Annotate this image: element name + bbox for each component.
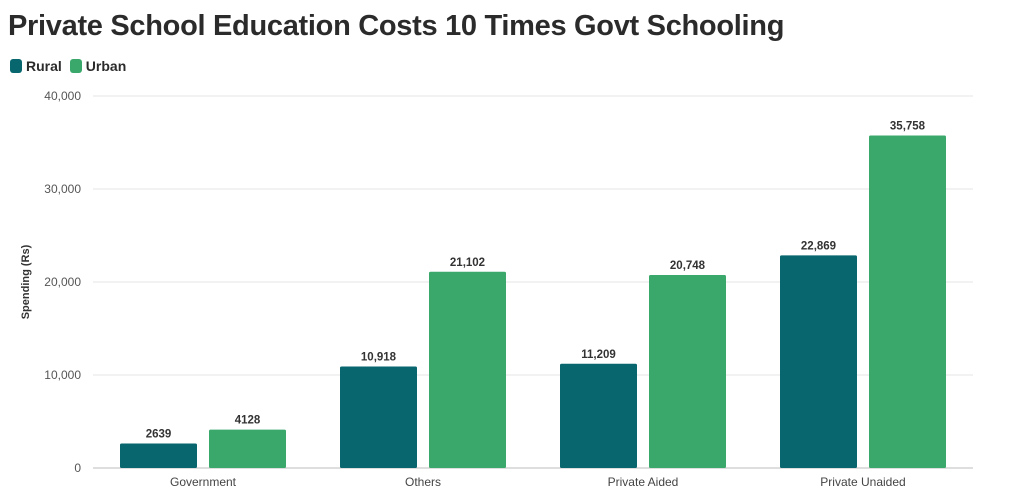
y-tick-label: 0 xyxy=(74,461,81,475)
x-axis-categories: Government Others Private Aided Private Una… xyxy=(170,475,906,489)
bar-urban xyxy=(429,271,506,468)
y-tick-label: 20,000 xyxy=(44,275,81,289)
bar-rural xyxy=(340,366,417,468)
legend-item-rural: Rural xyxy=(10,58,62,74)
legend: Rural Urban xyxy=(10,58,126,74)
bar-rural xyxy=(560,363,637,468)
x-category-label: Private Aided xyxy=(608,475,679,489)
bar-urban xyxy=(869,135,946,468)
data-label-rural: 10,918 xyxy=(361,351,397,363)
bar-rural xyxy=(120,443,197,468)
bar-urban xyxy=(209,429,286,468)
bar-rural xyxy=(780,255,857,468)
x-category-label: Government xyxy=(170,475,237,489)
y-tick-label: 10,000 xyxy=(44,368,81,382)
legend-label-urban: Urban xyxy=(85,58,127,74)
y-tick-label: 40,000 xyxy=(44,89,81,103)
chart-title: Private School Education Costs 10 Times … xyxy=(8,10,785,42)
data-label-rural: 11,209 xyxy=(581,349,616,361)
data-label-rural: 22,869 xyxy=(801,240,836,252)
x-category-label: Others xyxy=(405,475,441,489)
data-label-urban: 21,102 xyxy=(450,257,485,269)
bars: 2639 4128 10,918 21,102 11,209 20,748 22,869 35… xyxy=(120,120,946,468)
legend-swatch-rural xyxy=(10,59,22,73)
data-label-urban: 20,748 xyxy=(670,260,706,272)
bar-urban xyxy=(649,275,726,468)
y-axis-title: Spending (Rs) xyxy=(20,244,32,319)
data-label-urban: 35,758 xyxy=(890,120,926,132)
data-label-rural: 2639 xyxy=(146,428,172,440)
y-axis-ticks: 0 10,000 20,000 30,000 40,000 xyxy=(44,89,81,475)
legend-item-urban: Urban xyxy=(69,58,127,74)
y-tick-label: 30,000 xyxy=(44,182,81,196)
legend-label-rural: Rural xyxy=(26,58,62,74)
data-label-urban: 4128 xyxy=(235,415,261,427)
legend-swatch-urban xyxy=(69,59,82,73)
x-category-label: Private Unaided xyxy=(820,475,905,489)
